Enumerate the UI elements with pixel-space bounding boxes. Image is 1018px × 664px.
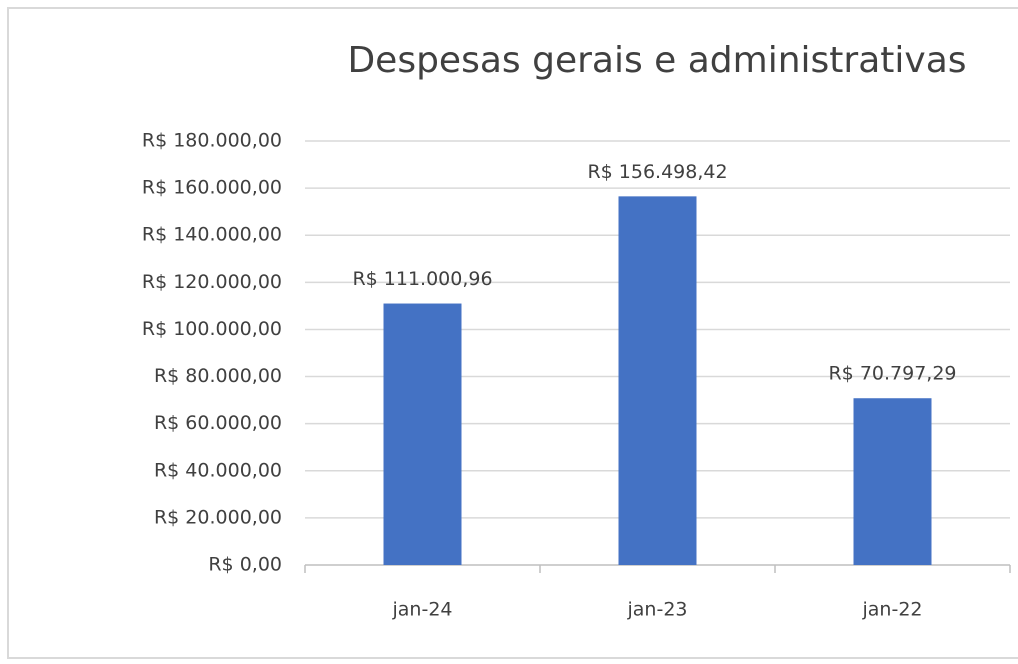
bar xyxy=(383,303,462,565)
x-tick-label: jan-22 xyxy=(862,599,923,621)
y-tick-label: R$ 140.000,00 xyxy=(142,224,282,246)
y-tick-label: R$ 40.000,00 xyxy=(154,459,282,481)
y-tick-label: R$ 80.000,00 xyxy=(154,365,282,387)
x-tick-label: jan-24 xyxy=(392,599,453,621)
y-tick-label: R$ 20.000,00 xyxy=(154,506,282,528)
bar xyxy=(853,398,932,565)
y-tick-label: R$ 60.000,00 xyxy=(154,412,282,434)
data-label: R$ 156.498,42 xyxy=(587,161,727,183)
y-tick-label: R$ 180.000,00 xyxy=(142,130,282,152)
bar xyxy=(618,196,697,565)
chart-border xyxy=(7,7,1018,659)
y-tick-label: R$ 120.000,00 xyxy=(142,271,282,293)
chart-title: Despesas gerais e administrativas xyxy=(347,40,966,81)
y-tick-label: R$ 0,00 xyxy=(208,554,282,576)
data-label: R$ 111.000,96 xyxy=(352,268,492,290)
y-tick-label: R$ 100.000,00 xyxy=(142,318,282,340)
data-label: R$ 70.797,29 xyxy=(828,363,956,385)
y-tick-label: R$ 160.000,00 xyxy=(142,177,282,199)
x-tick-label: jan-23 xyxy=(627,599,688,621)
